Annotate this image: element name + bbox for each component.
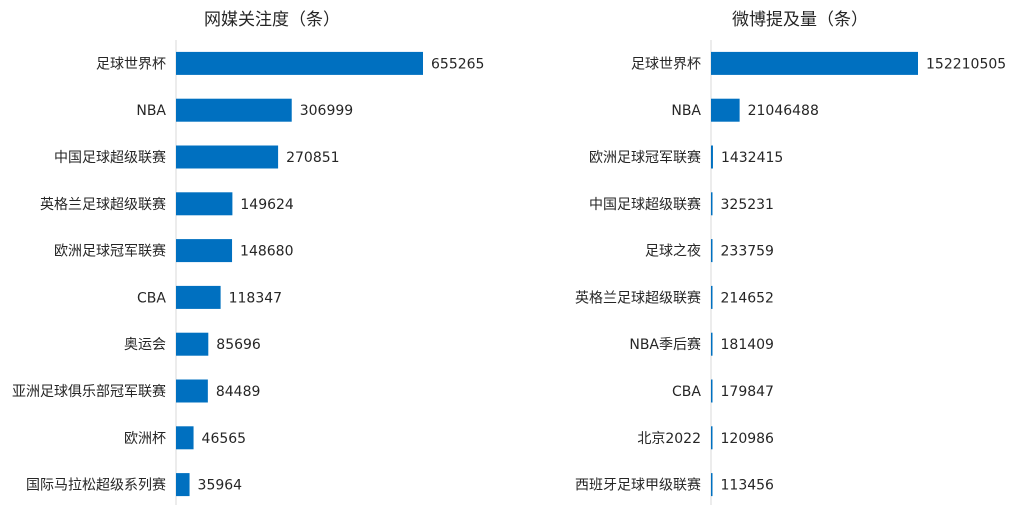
left-data-label: 85696 — [216, 337, 261, 353]
right-category-label: 西班牙足球甲级联赛 — [575, 478, 701, 494]
left-category-label: 亚洲足球俱乐部冠军联赛 — [12, 384, 166, 400]
left-bar — [176, 285, 221, 309]
right-bar — [711, 332, 713, 356]
left-category-label: 英格兰足球超级联赛 — [40, 196, 166, 213]
left-category-label: 奥运会 — [124, 336, 166, 353]
left-data-label: 84489 — [216, 384, 261, 400]
right-bar — [711, 426, 713, 450]
left-category-label: 欧洲杯 — [124, 431, 166, 447]
left-bar — [176, 192, 233, 216]
left-bar — [176, 51, 423, 75]
right-category-label: 英格兰足球超级联赛 — [575, 289, 701, 306]
left-category-label: CBA — [137, 290, 166, 306]
left-category-label: 足球世界杯 — [96, 56, 166, 72]
left-category-label: 中国足球超级联赛 — [54, 150, 166, 166]
left-data-label: 306999 — [300, 103, 353, 119]
left-bar — [176, 239, 233, 263]
right-category-label: 欧洲足球冠军联赛 — [589, 150, 701, 166]
right-data-label: 113456 — [721, 478, 775, 494]
right-bar — [711, 473, 713, 497]
left-category-label: 国际马拉松超级系列赛 — [26, 478, 166, 494]
left-chart-title: 网媒关注度（条） — [204, 10, 340, 30]
left-bar — [176, 379, 208, 403]
right-chart: 足球世界杯 152210505 NBA 21046488 欧洲足球冠军联赛 1432415… — [575, 40, 1006, 505]
right-data-label: 120986 — [721, 431, 775, 447]
left-data-label: 149624 — [240, 197, 294, 213]
right-data-label: 1432415 — [721, 150, 783, 166]
right-data-label: 21046488 — [748, 103, 819, 119]
left-data-label: 148680 — [240, 244, 293, 260]
left-bar — [176, 145, 279, 169]
right-data-label: 181409 — [721, 337, 774, 353]
right-category-label: 足球世界杯 — [631, 56, 701, 72]
right-bar — [711, 145, 713, 169]
right-bar — [711, 192, 713, 216]
right-data-label: 325231 — [721, 197, 774, 213]
right-category-label: 北京2022 — [637, 431, 701, 447]
left-bar — [176, 426, 194, 450]
left-chart: 足球世界杯 655265 NBA 306999 中国足球超级联赛 270851 英格兰足球超… — [12, 40, 484, 505]
left-category-label: 欧洲足球冠军联赛 — [54, 244, 166, 260]
right-category-label: CBA — [672, 384, 701, 400]
left-data-label: 270851 — [286, 150, 339, 166]
left-data-label: 655265 — [431, 56, 484, 72]
left-data-label: 35964 — [198, 478, 243, 494]
left-bar — [176, 473, 190, 497]
right-bar — [711, 51, 918, 75]
right-bar — [711, 239, 713, 263]
left-data-label: 46565 — [202, 431, 247, 447]
left-bar — [176, 332, 209, 356]
right-data-label: 214652 — [721, 290, 774, 306]
left-category-label: NBA — [136, 103, 166, 119]
right-chart-title: 微博提及量（条） — [732, 10, 868, 30]
left-bar — [176, 98, 292, 122]
right-data-label: 233759 — [721, 244, 774, 260]
right-bar — [711, 285, 713, 309]
right-category-label: NBA — [671, 103, 701, 119]
right-bar — [711, 98, 740, 122]
right-bar — [711, 379, 713, 403]
right-category-label: 中国足球超级联赛 — [589, 197, 701, 213]
right-category-label: 足球之夜 — [645, 244, 701, 260]
left-data-label: 118347 — [229, 290, 282, 306]
right-data-label: 179847 — [721, 384, 774, 400]
right-data-label: 152210505 — [926, 56, 1006, 72]
right-category-label: NBA季后赛 — [629, 337, 701, 353]
